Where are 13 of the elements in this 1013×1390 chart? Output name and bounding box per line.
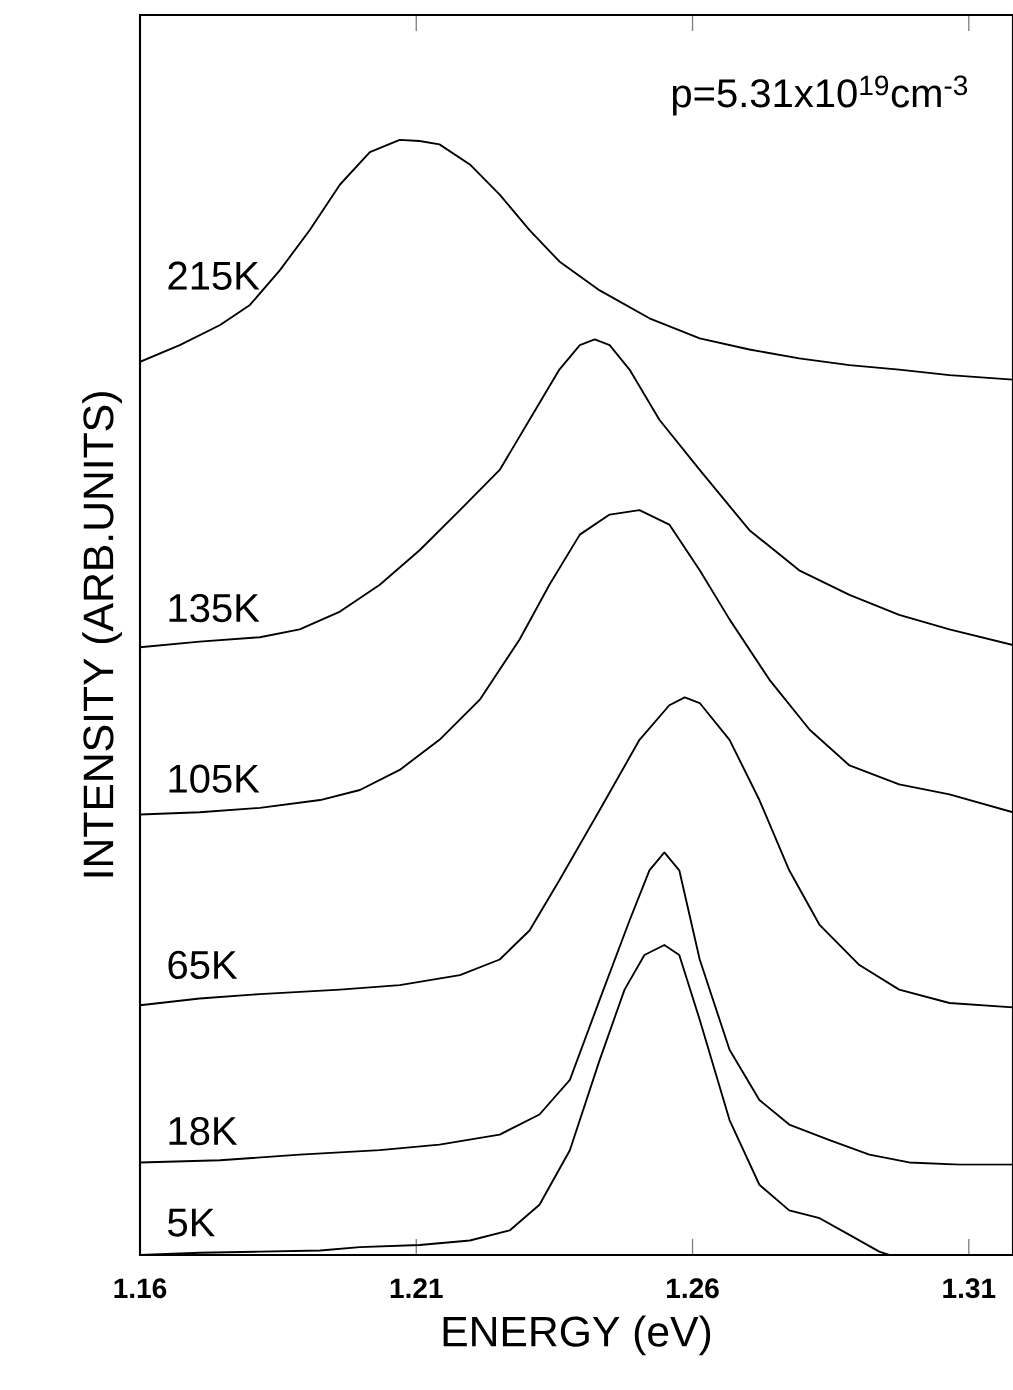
series-label: 105K: [169, 764, 260, 793]
text: p=5.31x10$^{19}$cm$^{-3}$: [672, 75, 968, 116]
series-label: 135K: [169, 593, 260, 623]
x-tick-label: 1.31: [943, 1278, 996, 1299]
series-label: 18K: [169, 1116, 238, 1146]
y-axis-title: INTENSITY (ARB.UNITS): [82, 392, 122, 877]
x-tick-label: 1.26: [667, 1278, 719, 1299]
x-tick-label: 1.16: [114, 1278, 167, 1299]
series-label: 65K: [168, 950, 238, 980]
x-axis-title: ENERGY (eV): [443, 1315, 711, 1356]
series-label: 5K: [168, 1208, 215, 1237]
series-label: 215K: [168, 261, 260, 290]
x-tick-label: 1.21: [390, 1278, 443, 1298]
